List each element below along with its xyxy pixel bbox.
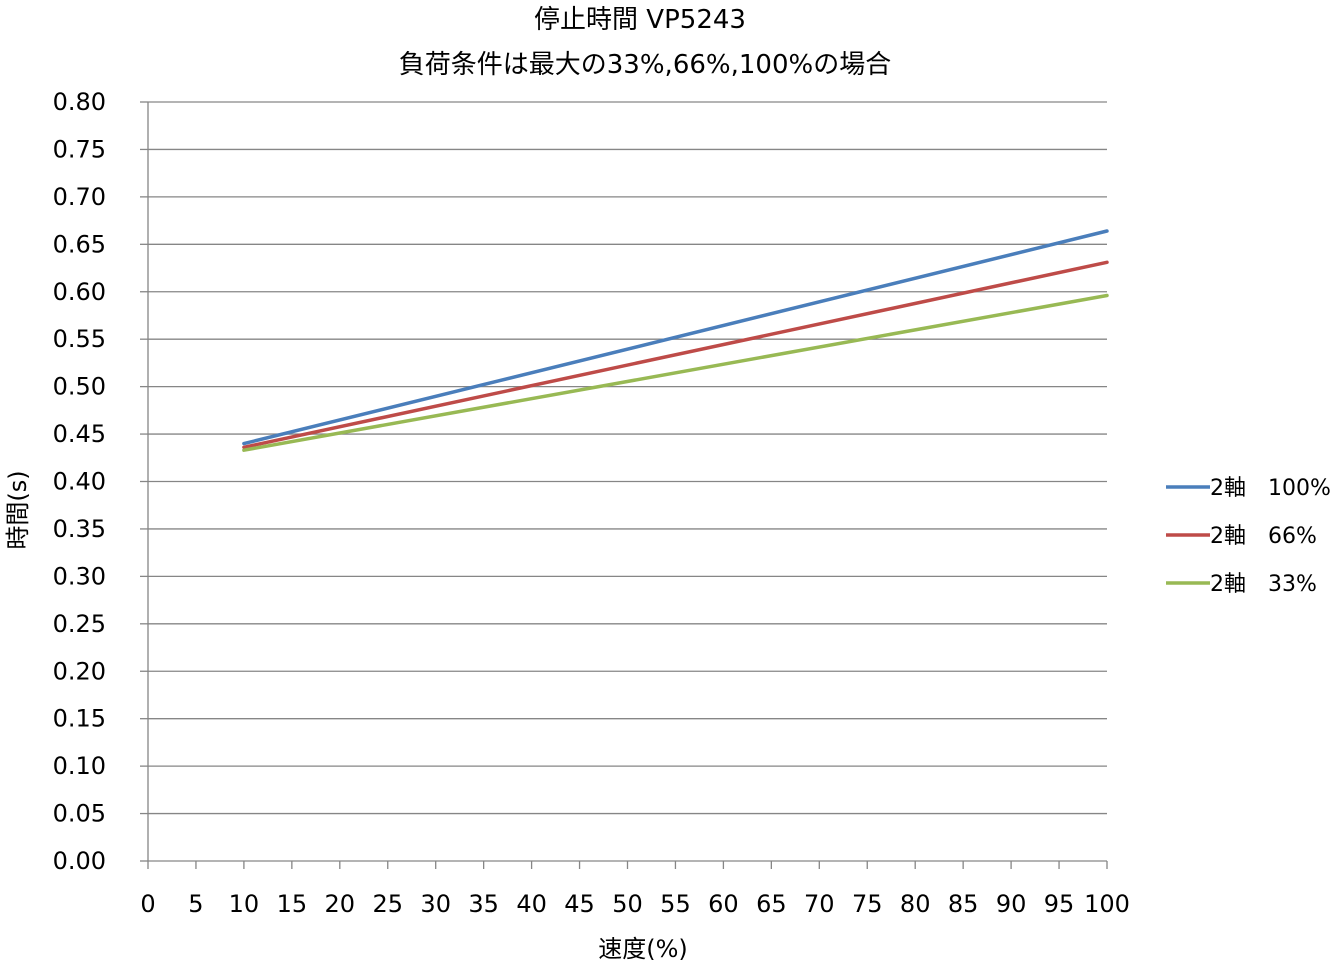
- series-line-2: [242, 260, 1109, 450]
- x-tick-label: 85: [948, 890, 979, 918]
- x-axis-label: 速度(%): [598, 935, 688, 963]
- x-tick-label: 10: [229, 890, 260, 918]
- x-tick-label: 75: [852, 890, 883, 918]
- legend-label-2: 2軸 66%: [1210, 524, 1317, 549]
- x-tick-label: 35: [468, 890, 499, 918]
- y-tick-label: 0.05: [53, 800, 106, 828]
- y-tick-label: 0.60: [53, 278, 106, 306]
- legend: 2軸 100% 2軸 66% 2軸 33%: [1166, 476, 1331, 597]
- y-tick-label: 0.55: [53, 325, 106, 353]
- legend-label-3: 2軸 33%: [1210, 572, 1317, 597]
- x-tick-label: 100: [1084, 890, 1130, 918]
- series-line-1: [242, 229, 1109, 446]
- x-tick-label: 65: [756, 890, 787, 918]
- y-tick-label: 0.65: [53, 230, 106, 258]
- series-line-3: [242, 293, 1109, 452]
- y-tick-label: 0.50: [53, 373, 106, 401]
- chart-subtitle: 負荷条件は最大の33%,66%,100%の場合: [399, 50, 891, 80]
- gridlines: [148, 101, 1107, 815]
- axes: [140, 101, 1108, 869]
- x-tick-label: 70: [804, 890, 835, 918]
- x-tick-label: 40: [516, 890, 547, 918]
- y-tick-label: 0.10: [53, 752, 106, 780]
- y-tick-label: 0.35: [53, 515, 106, 543]
- y-tick-label: 0.20: [53, 657, 106, 685]
- y-tick-label: 0.75: [53, 135, 106, 163]
- y-tick-label: 0.80: [53, 88, 106, 116]
- y-tick-label: 0.40: [53, 468, 106, 496]
- x-tick-label: 50: [612, 890, 643, 918]
- y-axis-label: 時間(s): [4, 470, 32, 549]
- x-tick-label: 90: [996, 890, 1027, 918]
- x-tick-labels: 0 5 10 15 20 25 30 35 40 45 50 55 60 65 70 75 80 85 90 95 10…: [140, 890, 1130, 918]
- y-tick-label: 0.25: [53, 610, 106, 638]
- x-tick-label: 15: [277, 890, 308, 918]
- x-tick-label: 30: [420, 890, 451, 918]
- chart-title: 停止時間 VP5243: [534, 5, 746, 35]
- x-tick-label: 80: [900, 890, 931, 918]
- x-tick-label: 95: [1044, 890, 1075, 918]
- x-tick-label: 5: [188, 890, 203, 918]
- y-tick-label: 0.45: [53, 420, 106, 448]
- y-tick-labels: 0.00 0.05 0.10 0.15 0.20 0.25 0.30 0.35 0.40 0.45…: [53, 88, 106, 875]
- y-tick-label: 0.30: [53, 562, 106, 590]
- x-tick-label: 60: [708, 890, 739, 918]
- x-tick-label: 20: [325, 890, 356, 918]
- legend-label-1: 2軸 100%: [1210, 476, 1331, 501]
- series-lines: [242, 229, 1109, 452]
- y-tick-label: 0.15: [53, 705, 106, 733]
- x-tick-label: 45: [564, 890, 595, 918]
- y-tick-label: 0.70: [53, 183, 106, 211]
- x-tick-label: 0: [140, 890, 155, 918]
- x-tick-label: 55: [660, 890, 691, 918]
- y-tick-label: 0.00: [53, 847, 106, 875]
- x-tick-label: 25: [372, 890, 403, 918]
